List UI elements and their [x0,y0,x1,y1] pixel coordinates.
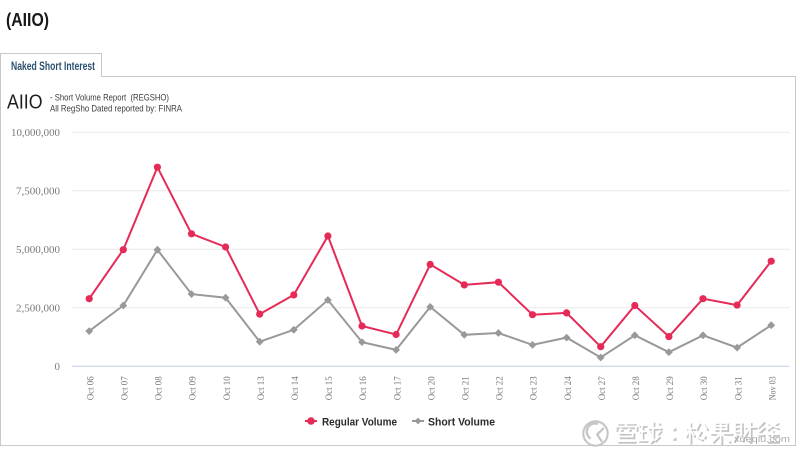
svg-text:Oct 22: Oct 22 [496,376,506,400]
svg-text:Oct 20: Oct 20 [427,376,437,400]
svg-text:AIIO: AIIO [7,92,43,114]
svg-text:Oct 21: Oct 21 [462,376,472,400]
svg-text:Oct 10: Oct 10 [223,376,233,400]
svg-text:Oct 06: Oct 06 [86,376,96,400]
svg-text:Oct 23: Oct 23 [530,376,540,400]
svg-text:Oct 13: Oct 13 [257,376,267,400]
svg-text:Naked Short Interest: Naked Short Interest [11,61,95,73]
svg-text:Oct 30: Oct 30 [700,376,710,400]
svg-text:Oct 28: Oct 28 [632,376,642,400]
svg-text:xueqiu.com: xueqiu.com [734,434,790,444]
svg-text:Oct 15: Oct 15 [325,376,335,400]
svg-text:Oct 27: Oct 27 [598,376,608,400]
svg-text:All RegSho Dated reported by:: All RegSho Dated reported by: FINRA [50,103,183,114]
svg-text:Oct 16: Oct 16 [359,376,369,400]
svg-text:2,500,000: 2,500,000 [16,302,61,314]
svg-text:Oct 09: Oct 09 [189,376,199,400]
svg-text:Oct 08: Oct 08 [155,376,165,400]
svg-text:Short Volume: Short Volume [428,416,495,428]
svg-text:Regular Volume: Regular Volume [322,416,397,428]
svg-text:Oct 29: Oct 29 [666,376,676,400]
svg-text:Oct 07: Oct 07 [121,376,131,400]
svg-text:Nov 03: Nov 03 [768,376,778,400]
svg-text:Oct 17: Oct 17 [393,376,403,400]
svg-text:Oct 31: Oct 31 [734,376,744,400]
svg-text:0: 0 [55,361,61,373]
svg-text:Oct 14: Oct 14 [291,376,301,400]
svg-text:7,500,000: 7,500,000 [16,185,61,197]
svg-text:(AIIO): (AIIO) [6,9,49,30]
svg-text:- Short Volume Report (REGSHO: - Short Volume Report (REGSHO) [50,92,169,103]
svg-text:10,000,000: 10,000,000 [11,127,60,139]
svg-text:Oct 24: Oct 24 [564,376,574,400]
svg-text:5,000,000: 5,000,000 [16,244,61,256]
